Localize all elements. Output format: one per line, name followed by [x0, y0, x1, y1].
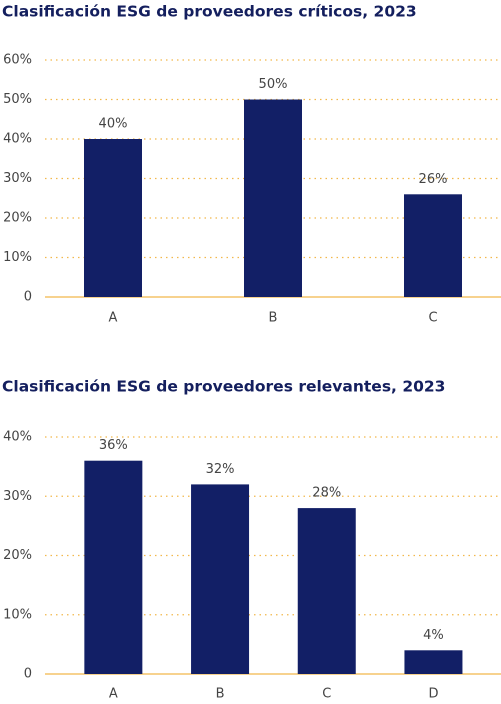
bar — [404, 194, 462, 297]
y-tick-label: 0 — [24, 667, 32, 682]
y-tick-label: 40% — [3, 430, 32, 445]
y-tick-label: 60% — [3, 53, 32, 68]
x-tick-label: B — [216, 687, 225, 702]
x-tick-label: C — [428, 311, 437, 326]
y-tick-label: 20% — [3, 211, 32, 226]
chart-title: Clasificación ESG de proveedores relevan… — [2, 378, 445, 396]
bar — [84, 139, 142, 297]
y-tick-label: 50% — [3, 92, 32, 107]
bar — [191, 484, 250, 674]
x-tick-label: D — [428, 687, 438, 702]
data-label: 4% — [423, 628, 444, 643]
data-label: 50% — [259, 77, 288, 92]
y-tick-label: 10% — [3, 250, 32, 265]
bar — [244, 99, 302, 297]
y-tick-label: 20% — [3, 548, 32, 563]
x-tick-label: C — [322, 687, 331, 702]
data-label: 36% — [99, 438, 128, 453]
data-label: 32% — [206, 462, 235, 477]
bar — [84, 460, 143, 674]
chart-title: Clasificación ESG de proveedores crítico… — [2, 3, 417, 21]
y-tick-label: 40% — [3, 132, 32, 147]
y-tick-label: 30% — [3, 171, 32, 186]
data-label: 40% — [99, 117, 128, 132]
data-label: 26% — [419, 172, 448, 187]
y-tick-label: 10% — [3, 607, 32, 622]
data-label: 28% — [312, 486, 341, 501]
bar — [404, 650, 463, 674]
x-tick-label: A — [109, 687, 118, 702]
x-tick-label: B — [269, 311, 278, 326]
y-tick-label: 30% — [3, 489, 32, 504]
x-tick-label: A — [109, 311, 118, 326]
bar — [297, 508, 356, 674]
y-tick-label: 0 — [24, 290, 32, 305]
